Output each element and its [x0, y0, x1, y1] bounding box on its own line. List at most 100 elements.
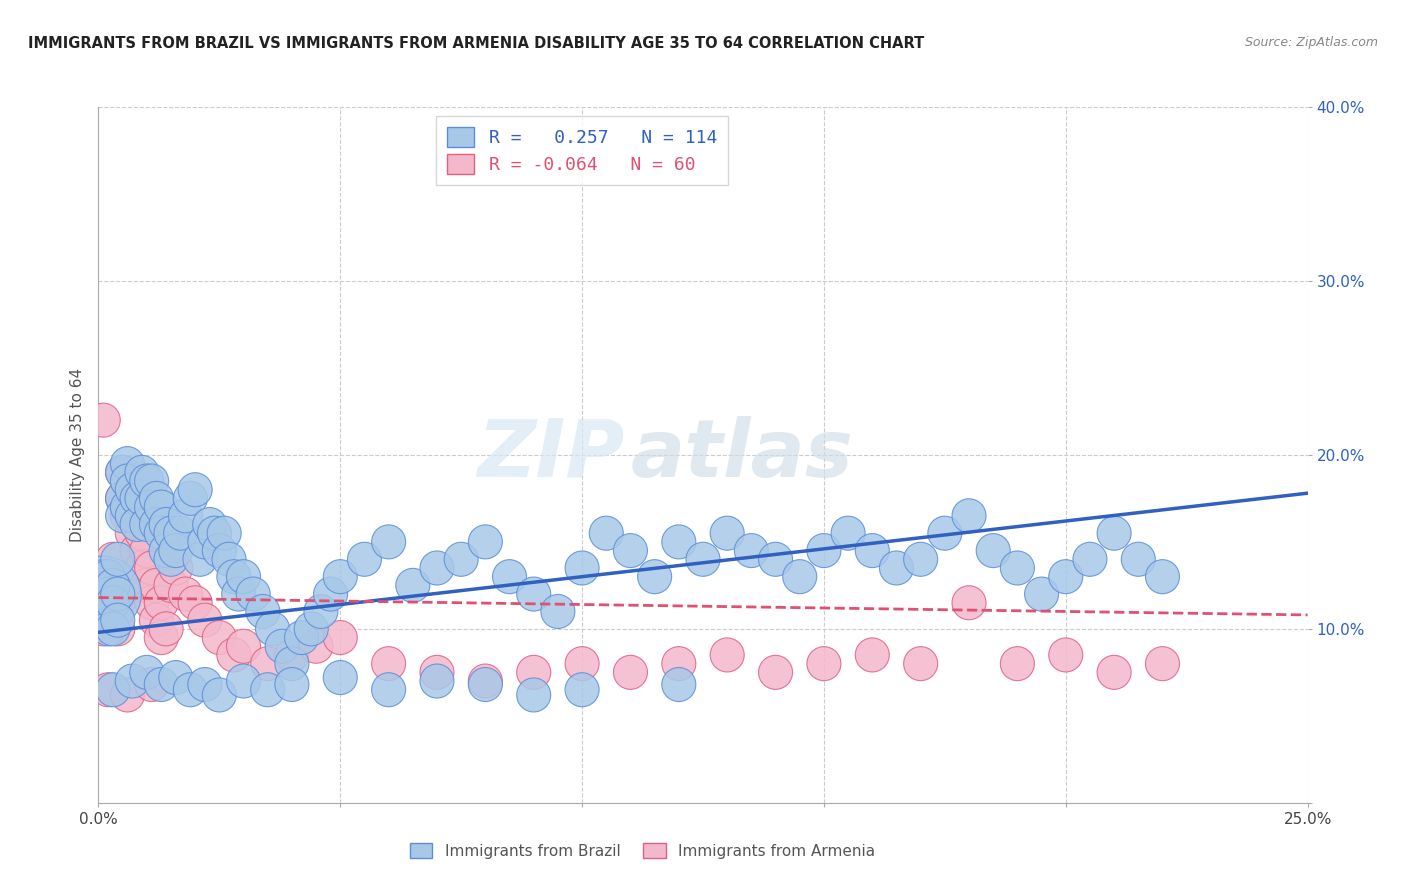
Point [135, 474, 157, 488]
Point [1078, 552, 1101, 566]
Point [131, 526, 153, 541]
Point [135, 665, 157, 680]
Legend: Immigrants from Brazil, Immigrants from Armenia: Immigrants from Brazil, Immigrants from … [404, 837, 882, 864]
Point [1152, 570, 1174, 584]
Point [232, 674, 254, 689]
Point [232, 639, 254, 653]
Point [131, 561, 153, 575]
Point [141, 596, 163, 610]
Point [174, 508, 197, 523]
Point [91, 622, 114, 636]
Point [789, 570, 811, 584]
Point [1128, 552, 1150, 566]
Point [402, 578, 425, 592]
Point [101, 578, 124, 592]
Point [107, 552, 129, 566]
Point [101, 622, 124, 636]
Point [222, 648, 245, 662]
Point [668, 677, 690, 691]
Point [271, 639, 294, 653]
Point [208, 631, 231, 645]
Point [150, 631, 173, 645]
Point [716, 526, 738, 541]
Point [101, 552, 124, 566]
Point [174, 587, 197, 601]
Point [117, 474, 139, 488]
Point [426, 561, 449, 575]
Point [377, 657, 399, 671]
Point [97, 587, 120, 601]
Point [111, 466, 134, 480]
Point [860, 543, 883, 558]
Point [97, 622, 120, 636]
Point [860, 648, 883, 662]
Point [644, 570, 666, 584]
Point [981, 543, 1004, 558]
Point [198, 517, 221, 532]
Point [101, 587, 124, 601]
Point [212, 526, 235, 541]
Point [135, 543, 157, 558]
Point [145, 578, 167, 592]
Point [290, 631, 312, 645]
Point [101, 596, 124, 610]
Point [426, 674, 449, 689]
Point [319, 587, 342, 601]
Point [716, 648, 738, 662]
Point [474, 677, 496, 691]
Point [97, 587, 120, 601]
Point [97, 682, 120, 697]
Point [127, 491, 149, 506]
Point [1054, 570, 1077, 584]
Point [121, 483, 143, 497]
Point [910, 552, 932, 566]
Point [179, 682, 201, 697]
Point [145, 491, 167, 506]
Point [1102, 665, 1125, 680]
Point [910, 657, 932, 671]
Point [619, 665, 641, 680]
Point [150, 526, 173, 541]
Point [141, 474, 163, 488]
Point [256, 682, 278, 697]
Point [141, 677, 163, 691]
Point [169, 526, 191, 541]
Point [692, 552, 714, 566]
Point [179, 491, 201, 506]
Text: atlas: atlas [630, 416, 853, 494]
Point [194, 613, 217, 627]
Point [281, 648, 304, 662]
Point [155, 622, 177, 636]
Point [668, 534, 690, 549]
Point [1031, 587, 1053, 601]
Point [204, 526, 226, 541]
Point [184, 483, 207, 497]
Point [117, 457, 139, 471]
Point [523, 665, 546, 680]
Point [141, 500, 163, 514]
Point [121, 491, 143, 506]
Point [252, 605, 274, 619]
Point [450, 552, 472, 566]
Point [165, 671, 187, 685]
Point [619, 543, 641, 558]
Point [218, 552, 240, 566]
Point [474, 674, 496, 689]
Point [121, 526, 143, 541]
Point [498, 570, 520, 584]
Point [97, 570, 120, 584]
Point [1152, 657, 1174, 671]
Point [813, 543, 835, 558]
Point [107, 613, 129, 627]
Point [426, 665, 449, 680]
Point [299, 622, 322, 636]
Y-axis label: Disability Age 35 to 64: Disability Age 35 to 64 [69, 368, 84, 542]
Point [309, 605, 332, 619]
Point [117, 688, 139, 702]
Point [131, 491, 153, 506]
Point [117, 508, 139, 523]
Point [160, 578, 183, 592]
Point [111, 466, 134, 480]
Point [262, 622, 284, 636]
Point [91, 587, 114, 601]
